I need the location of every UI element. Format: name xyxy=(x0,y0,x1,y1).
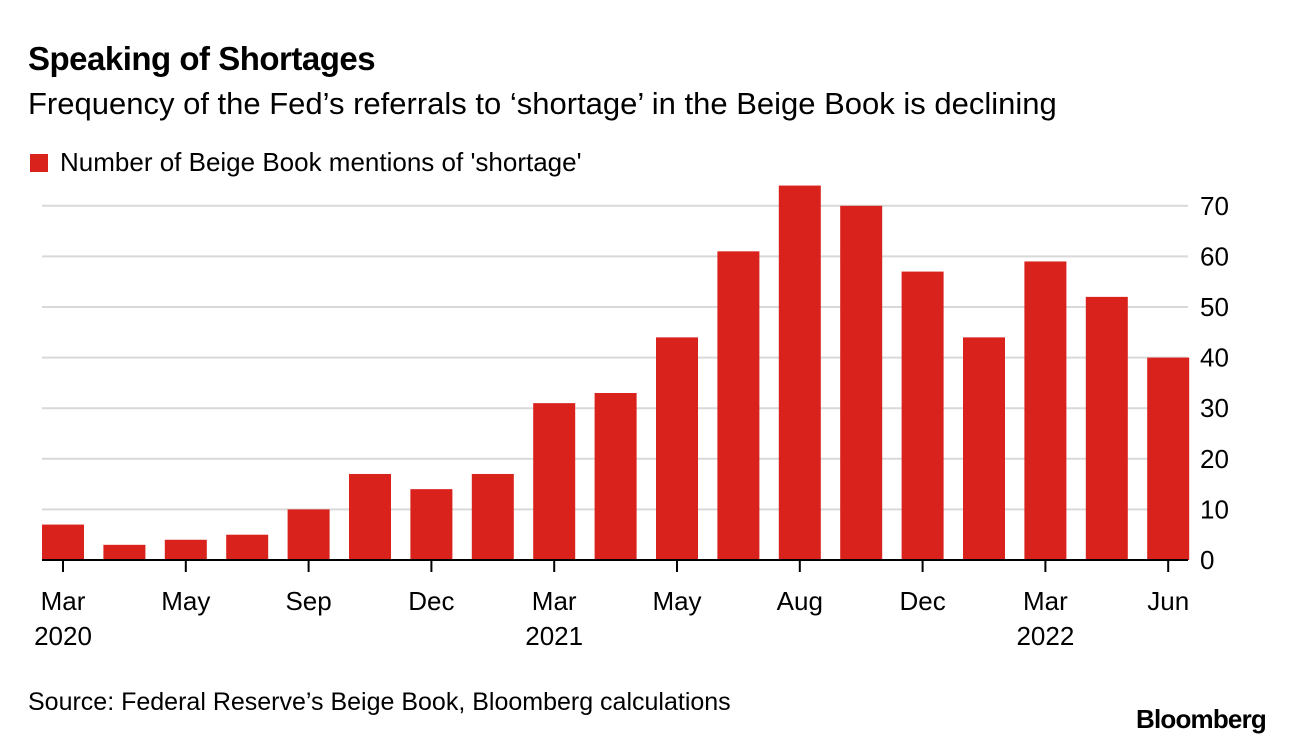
chart-subtitle: Frequency of the Fed’s referrals to ‘sho… xyxy=(28,86,1057,121)
x-tick-label: Mar xyxy=(41,586,86,616)
x-tick-label: May xyxy=(652,586,701,616)
bar xyxy=(164,539,207,560)
legend-label: Number of Beige Book mentions of 'shorta… xyxy=(60,147,582,177)
bar xyxy=(103,544,146,560)
y-tick-label: 70 xyxy=(1200,191,1229,221)
x-year-label: 2022 xyxy=(1016,621,1074,651)
bar xyxy=(901,271,944,560)
bar xyxy=(1147,357,1190,560)
x-tick-label: Mar xyxy=(532,586,577,616)
y-tick-label: 20 xyxy=(1200,444,1229,474)
bar xyxy=(840,205,883,561)
bar xyxy=(594,393,637,560)
x-tick-label: Dec xyxy=(899,586,945,616)
bar xyxy=(471,473,514,560)
x-tick-label: Sep xyxy=(285,586,331,616)
x-tick-label: Aug xyxy=(777,586,823,616)
x-year-label: 2021 xyxy=(525,621,583,651)
bar xyxy=(533,403,576,560)
bar xyxy=(717,251,760,560)
bar xyxy=(349,473,391,560)
x-tick-label: Dec xyxy=(408,586,454,616)
y-tick-label: 60 xyxy=(1200,241,1229,271)
source-note: Source: Federal Reserve’s Beige Book, Bl… xyxy=(28,688,731,716)
x-tick-label: Mar xyxy=(1023,586,1068,616)
legend: Number of Beige Book mentions of 'shorta… xyxy=(30,147,582,178)
bar xyxy=(1024,261,1067,560)
bar xyxy=(42,524,84,560)
bar xyxy=(1085,296,1128,560)
x-tick-label: Jun xyxy=(1147,586,1189,616)
y-tick-label: 0 xyxy=(1200,545,1214,575)
y-tick-label: 50 xyxy=(1200,292,1229,322)
y-tick-label: 30 xyxy=(1200,393,1229,423)
bar xyxy=(410,489,453,560)
x-tick-label: May xyxy=(161,586,210,616)
legend-swatch xyxy=(30,153,48,172)
bloomberg-logo: Bloomberg xyxy=(1135,704,1267,734)
bar xyxy=(963,337,1005,560)
bar xyxy=(226,534,269,560)
y-tick-label: 40 xyxy=(1200,343,1229,373)
bar xyxy=(778,185,821,560)
bar xyxy=(287,509,330,560)
x-year-label: 2020 xyxy=(34,621,92,651)
y-tick-label: 10 xyxy=(1200,494,1229,524)
chart-title: Speaking of Shortages xyxy=(28,40,376,77)
bar xyxy=(656,337,698,560)
